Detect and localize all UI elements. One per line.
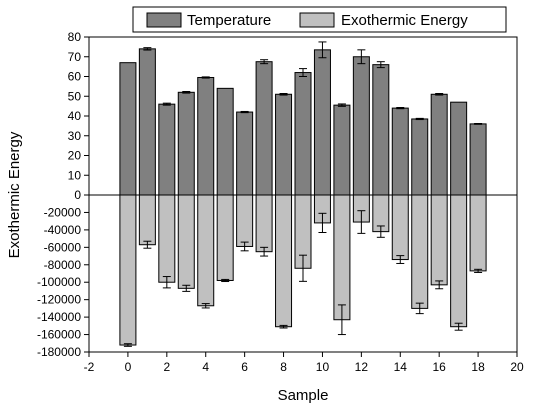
x-axis-title: Sample <box>278 387 329 404</box>
y-tick-label: -180000 <box>37 345 81 359</box>
x-tick-label: 0 <box>125 360 132 374</box>
x-tick-label: -2 <box>84 360 95 374</box>
bar-exothermic-energy <box>450 194 468 328</box>
x-axis-ticks: -2 0 2 4 6 8 10 12 14 16 18 20 <box>84 352 524 374</box>
bar-exothermic-energy <box>333 194 351 321</box>
bar-temperature <box>450 101 468 196</box>
legend-label-temperature: Temperature <box>187 12 271 29</box>
bar-temperature <box>216 87 234 196</box>
bar-exothermic-energy <box>177 194 195 289</box>
bar-exothermic-energy <box>158 194 176 283</box>
bar-exothermic-energy <box>216 194 234 281</box>
plot-frame <box>88 36 518 353</box>
y-tick-label: 0 <box>74 188 81 202</box>
bar-exothermic-energy <box>411 194 429 309</box>
x-tick-label: 8 <box>280 360 287 374</box>
x-tick-label: 6 <box>241 360 248 374</box>
legend-swatch-exothermic-energy <box>299 12 335 28</box>
y-tick-label: -40000 <box>44 223 82 237</box>
y-tick-label: 70 <box>68 50 82 64</box>
y-tick-label: -160000 <box>37 328 81 342</box>
bar-exothermic-energy <box>138 194 156 246</box>
bar-temperature <box>469 123 487 196</box>
bar-temperature <box>430 93 448 196</box>
bar-temperature <box>158 103 176 196</box>
y-tick-label: 60 <box>68 70 82 84</box>
y-tick-label: -140000 <box>37 310 81 324</box>
x-tick-label: 16 <box>433 360 447 374</box>
y-axis-title: Exothermic Energy <box>6 131 23 258</box>
bar-temperature <box>275 93 293 196</box>
x-tick-label: 2 <box>163 360 170 374</box>
legend-label-exothermic-energy: Exothermic Energy <box>341 12 468 29</box>
error-bars <box>123 41 483 347</box>
bar-exothermic-energy <box>119 194 137 346</box>
y-tick-label: 50 <box>68 89 82 103</box>
upper-y-axis-ticks: 0 10 20 30 40 50 60 70 80 <box>68 30 89 202</box>
bar-exothermic-energy <box>469 194 487 272</box>
y-tick-label: 80 <box>68 30 82 44</box>
y-tick-label: 10 <box>68 168 82 182</box>
bar-exothermic-energy <box>275 194 293 328</box>
bar-exothermic-energy <box>236 194 254 247</box>
bar-temperature <box>313 49 331 196</box>
bar-exothermic-energy <box>430 194 448 286</box>
y-tick-label: -80000 <box>44 258 82 272</box>
bar-temperature <box>197 76 215 196</box>
bar-temperature <box>119 62 137 196</box>
bar-exothermic-energy <box>197 194 215 307</box>
y-tick-label: -100000 <box>37 275 81 289</box>
x-tick-label: 14 <box>394 360 408 374</box>
bar-temperature <box>177 91 195 196</box>
y-tick-label: 40 <box>68 109 82 123</box>
x-tick-label: 20 <box>510 360 524 374</box>
y-tick-label: -60000 <box>44 240 82 254</box>
bar-exothermic-energy <box>255 194 273 253</box>
y-tick-label: -20000 <box>44 205 82 219</box>
x-tick-label: 10 <box>316 360 330 374</box>
x-tick-label: 4 <box>202 360 209 374</box>
bar-temperature <box>138 48 156 196</box>
y-tick-label: 30 <box>68 129 82 143</box>
bar-exothermic-energy <box>391 194 409 261</box>
x-tick-label: 18 <box>471 360 485 374</box>
y-tick-label: 20 <box>68 149 82 163</box>
bar-temperature <box>391 107 409 196</box>
bar-temperature <box>236 111 254 196</box>
bar-temperature <box>333 104 351 196</box>
lower-y-axis-ticks: -180000 -160000 -140000 -120000 -100000 -8000… <box>37 205 89 359</box>
bar-temperature <box>294 72 312 196</box>
bar-temperature <box>255 61 273 196</box>
bar-temperature <box>411 118 429 196</box>
bar-temperature <box>372 64 390 196</box>
legend-swatch-temperature <box>146 12 182 28</box>
y-tick-label: -120000 <box>37 293 81 307</box>
x-tick-label: 12 <box>355 360 369 374</box>
bar-temperature <box>352 56 370 196</box>
legend: Temperature Exothermic Energy <box>132 6 507 33</box>
